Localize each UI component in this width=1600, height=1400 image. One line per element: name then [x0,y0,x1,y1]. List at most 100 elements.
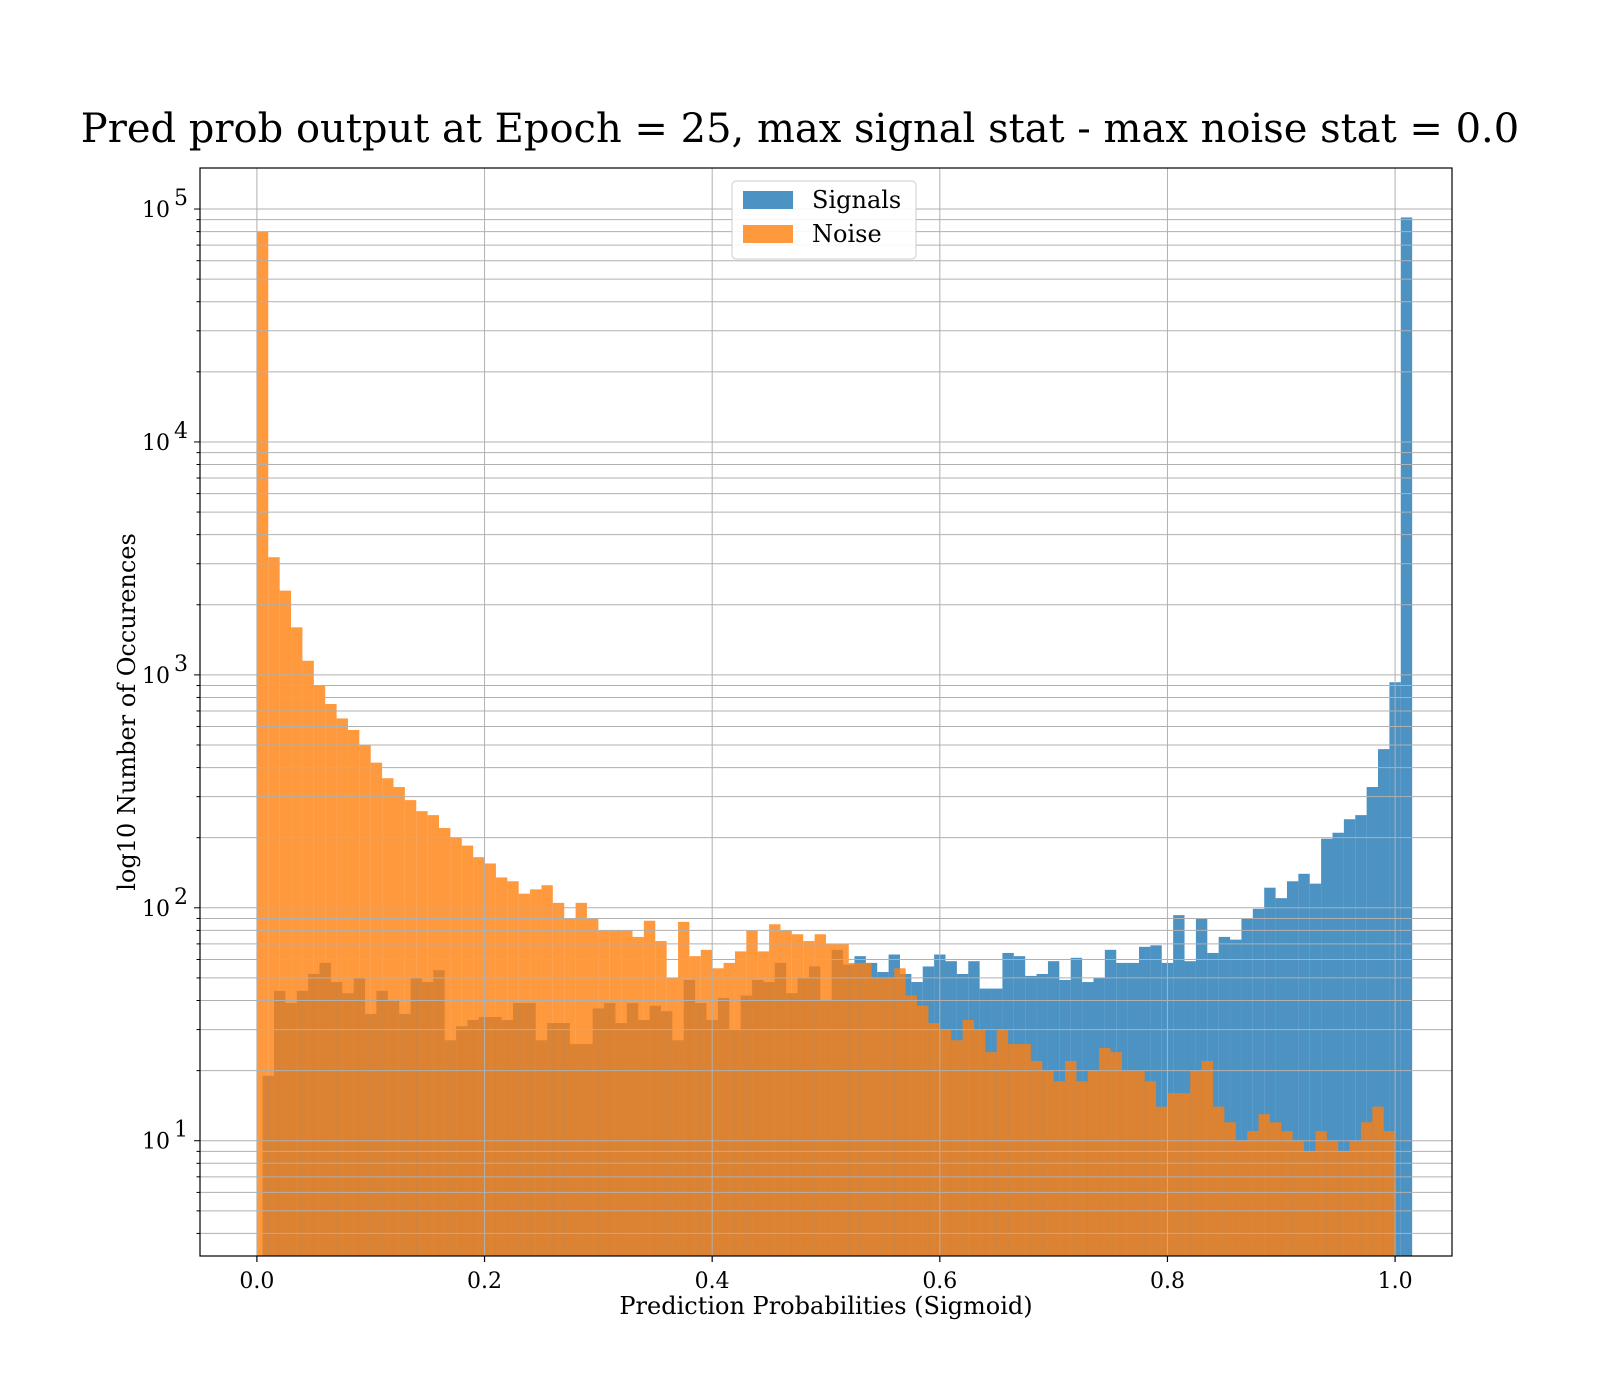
y-tick-exponent: 2 [174,885,188,910]
bar-noise [632,936,644,1256]
bar-signals [1241,918,1253,1256]
bar-noise [837,943,849,1256]
bar-noise [1338,1151,1350,1256]
bar-noise [256,231,269,1257]
y-tick-exponent: 5 [174,186,188,211]
bar-noise [1360,1122,1373,1256]
bar-noise [1201,1060,1213,1256]
y-axis-label: log10 Number of Occurences [113,533,141,891]
bar-noise [609,930,622,1256]
bar-noise [723,962,735,1256]
bar-noise [1372,1106,1384,1256]
x-tick-label: 0.8 [1150,1269,1185,1294]
bar-noise [894,968,906,1256]
bar-noise [962,1019,974,1256]
bar-noise [427,815,440,1256]
bar-noise [973,1029,986,1256]
legend-swatch-signals [743,191,793,209]
x-axis-label: Prediction Probabilities (Sigmoid) [619,1292,1032,1320]
bar-noise [985,1052,997,1256]
bar-noise [1053,1081,1066,1256]
grid-layer [200,168,1452,1256]
bar-noise [746,930,758,1256]
bar-noise [678,921,690,1256]
bar-noise [370,762,383,1256]
bar-signals [1309,883,1322,1256]
bar-noise [939,1029,952,1256]
bar-signals [1218,936,1231,1256]
bar-noise [586,918,599,1256]
bar-noise [598,930,610,1256]
bar-noise [439,828,451,1256]
bar-noise [1099,1048,1111,1256]
bar-noise [734,951,747,1256]
bar-noise [495,877,508,1256]
bar-noise [700,949,713,1256]
bar-noise [814,934,826,1256]
bar-signals [1355,815,1367,1256]
bar-noise [757,951,770,1256]
bar-signals [1332,832,1344,1256]
bar-noise [1304,1151,1316,1256]
bar-noise [780,930,792,1256]
bar-noise [416,811,428,1256]
bar-noise [791,934,804,1256]
bar-noise [404,800,417,1256]
y-tick-label: 10 [142,431,170,456]
bar-noise [826,943,838,1256]
y-tick-exponent: 1 [174,1118,188,1143]
bar-noise [1235,1140,1248,1256]
bar-noise [951,1040,963,1256]
legend-label-noise: Noise [812,220,882,248]
x-tick-label: 0.0 [239,1269,274,1294]
bar-noise [1030,1060,1043,1256]
bar-noise [473,857,485,1256]
x-tick-label: 1.0 [1378,1269,1413,1294]
bar-noise [484,863,496,1256]
y-tick-label: 10 [142,664,170,689]
y-tick-label: 10 [142,198,170,223]
bar-noise [393,787,405,1256]
bar-noise [928,1023,940,1256]
bar-noise [1326,1140,1339,1256]
series-noise [256,231,1396,1257]
bar-noise [1269,1122,1282,1256]
bar-noise [564,918,576,1256]
bar-signals [1400,217,1413,1257]
bar-noise [1019,1044,1031,1256]
bar-noise [279,590,292,1256]
y-tick-exponent: 4 [174,419,188,444]
bar-noise [1292,1140,1305,1256]
bar-noise [575,902,587,1256]
bar-noise [1315,1131,1327,1256]
y-tick-label: 10 [142,897,170,922]
bar-noise [336,718,348,1256]
bar-noise [1281,1131,1293,1256]
bar-signals [1343,819,1356,1256]
bar-noise [450,837,462,1256]
bar-noise [347,729,360,1256]
bar-noise [882,977,895,1256]
bar-noise [621,930,633,1256]
x-tick-label: 0.4 [695,1269,730,1294]
bar-noise [1076,1081,1088,1256]
x-axis: 0.0 0.2 0.4 0.6 0.8 1.0 [239,1256,1413,1294]
bar-noise [1349,1140,1361,1256]
bar-signals [1264,887,1276,1256]
bar-signals [1366,787,1379,1256]
bar-noise [518,893,531,1256]
y-tick-label: 10 [142,1130,170,1155]
bar-signals [1275,898,1287,1256]
legend-label-signals: Signals [812,186,901,214]
bar-signals [1150,945,1162,1256]
legend: Signals Noise [731,180,917,260]
bar-noise [860,962,872,1256]
bar-noise [1247,1131,1259,1256]
bar-noise [1110,1052,1122,1256]
bar-noise [712,968,724,1256]
bar-signals [1230,939,1242,1256]
bar-noise [1156,1106,1168,1256]
bar-noise [325,703,337,1256]
